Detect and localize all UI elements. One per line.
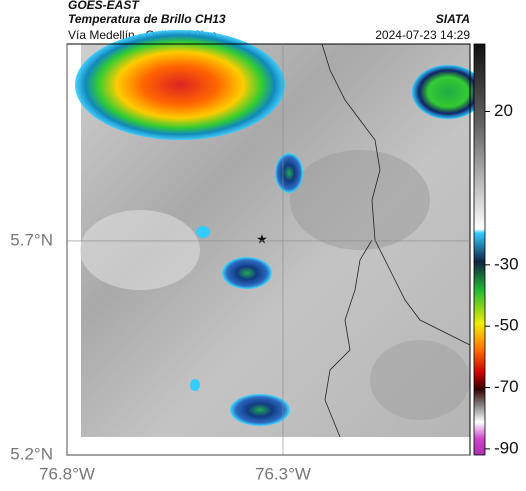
colorbar-tick-label: 20 [494,101,513,120]
organization: SIATA [436,12,470,26]
svg-text:★: ★ [256,231,268,246]
x-tick-label: 76.8°W [39,464,95,483]
y-tick-label: 5.7°N [10,230,53,249]
title: Temperatura de Brillo CH13 [68,12,226,26]
source: GOES-EAST [68,0,140,12]
colorbar [473,43,486,456]
colorbar-tick-label: -50 [494,316,519,335]
datetime: 2024-07-23 14:29 [375,28,470,42]
y-tick-label: 5.2°N [10,444,53,463]
colorbar-tick-label: -70 [494,377,519,396]
colorbar-tick-label: -90 [494,438,519,457]
x-tick-label: 76.3°W [255,464,311,483]
colorbar-tick-label: -30 [494,254,519,273]
imagery: ★ [75,30,484,438]
